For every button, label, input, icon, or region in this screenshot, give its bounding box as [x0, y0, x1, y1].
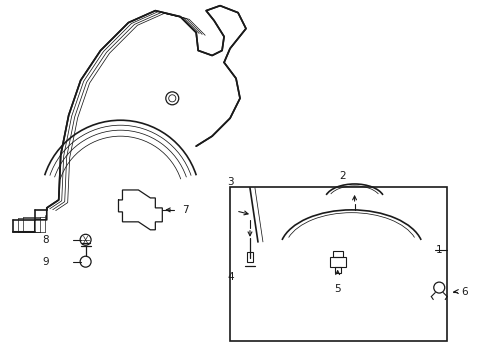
Bar	[229, 187, 447, 341]
Text: 1: 1	[435, 245, 442, 255]
Text: 5: 5	[334, 284, 340, 294]
Text: 9: 9	[42, 257, 49, 267]
Text: 6: 6	[460, 287, 467, 297]
Text: 7: 7	[182, 205, 188, 215]
Bar	[329, 257, 345, 267]
Text: 2: 2	[339, 171, 346, 181]
Text: 4: 4	[227, 272, 234, 282]
Text: 8: 8	[42, 235, 49, 245]
Bar	[334, 267, 340, 273]
Bar	[332, 251, 342, 257]
Bar	[246, 252, 252, 262]
Text: 3: 3	[227, 177, 234, 187]
